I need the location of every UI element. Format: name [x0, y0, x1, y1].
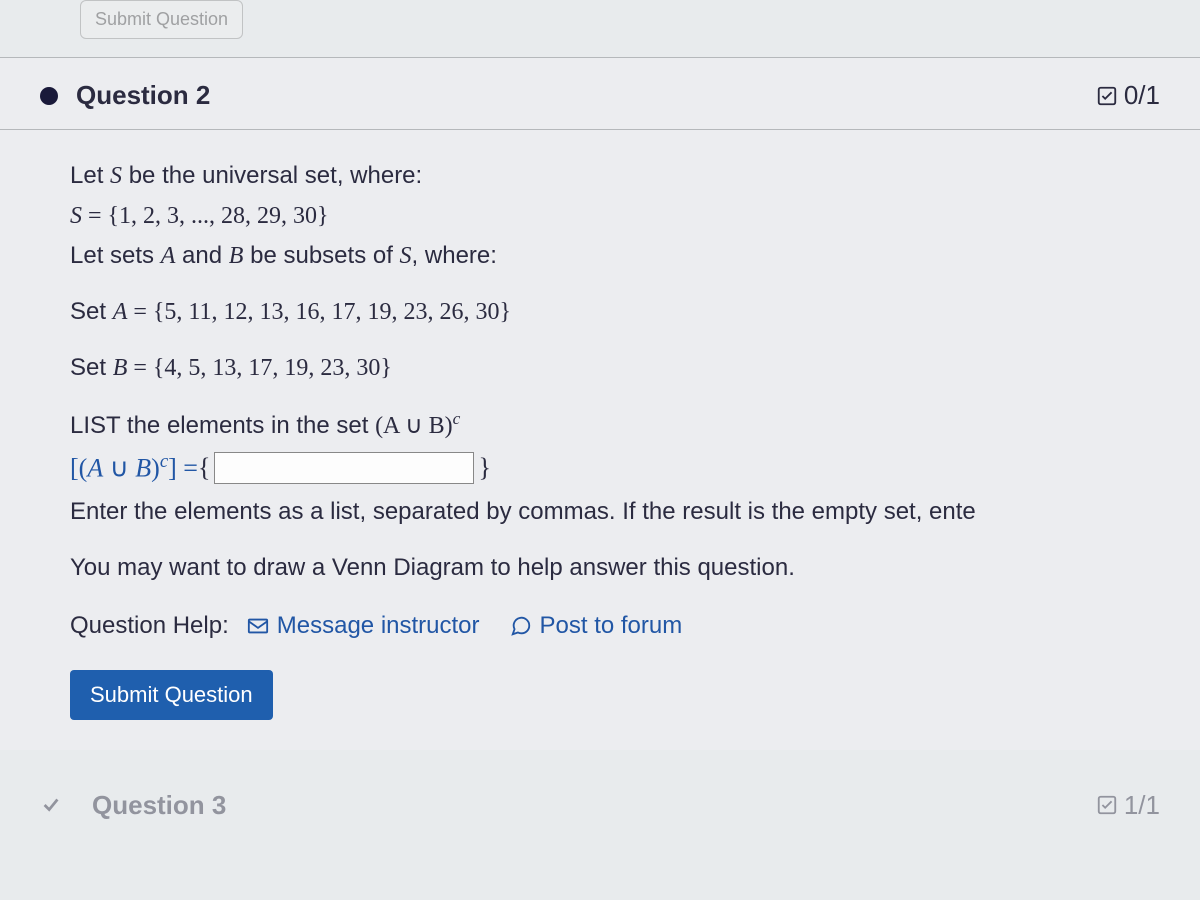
line-set-a: Set A = {5, 11, 12, 13, 16, 17, 19, 23, …: [70, 294, 1140, 330]
line-venn-hint: You may want to draw a Venn Diagram to h…: [70, 550, 1140, 586]
question-title: Question 2: [76, 80, 1096, 111]
score-box: 0/1: [1096, 80, 1160, 111]
next-question-header: Question 3 1/1: [0, 790, 1200, 821]
answer-row: [(A ∪ B)c] = { }: [70, 448, 1140, 488]
line-subsets: Let sets A and B be subsets of S, where:: [70, 238, 1140, 274]
brace-close: }: [478, 448, 490, 487]
speech-bubble-icon: [510, 615, 532, 637]
submit-question-button[interactable]: Submit Question: [70, 670, 273, 720]
question-body: Let S be the universal set, where: S = {…: [0, 130, 1200, 720]
message-instructor-link[interactable]: Message instructor: [247, 608, 480, 644]
question-header: Question 2 0/1: [0, 58, 1200, 130]
line-s-def: S = {1, 2, 3, ..., 28, 29, 30}: [70, 198, 1140, 234]
post-forum-link[interactable]: Post to forum: [510, 608, 683, 644]
line-set-b: Set B = {4, 5, 13, 17, 19, 23, 30}: [70, 350, 1140, 386]
answer-label: [(A ∪ B)c] =: [70, 448, 198, 488]
help-label: Question Help:: [70, 608, 229, 644]
brace-open: {: [198, 448, 210, 487]
question-card: Question 2 0/1 Let S be the universal se…: [0, 57, 1200, 750]
status-dot-icon: [40, 87, 58, 105]
answer-input[interactable]: [214, 452, 474, 484]
line-instruction: Enter the elements as a list, separated …: [70, 494, 1140, 530]
line-list-prompt: LIST the elements in the set (A ∪ B)c: [70, 406, 1140, 444]
checkbox-icon: [1096, 794, 1118, 816]
checkbox-icon: [1096, 85, 1118, 107]
next-question-title: Question 3: [92, 790, 1096, 821]
envelope-icon: [247, 615, 269, 637]
next-score-box: 1/1: [1096, 790, 1160, 821]
prev-submit-fragment: Submit Question: [80, 0, 243, 39]
checkmark-icon: [40, 794, 62, 816]
line-universal-set: Let S be the universal set, where:: [70, 158, 1140, 194]
next-score-text: 1/1: [1124, 790, 1160, 821]
help-row: Question Help: Message instructor Post t…: [70, 608, 1140, 644]
score-text: 0/1: [1124, 80, 1160, 111]
